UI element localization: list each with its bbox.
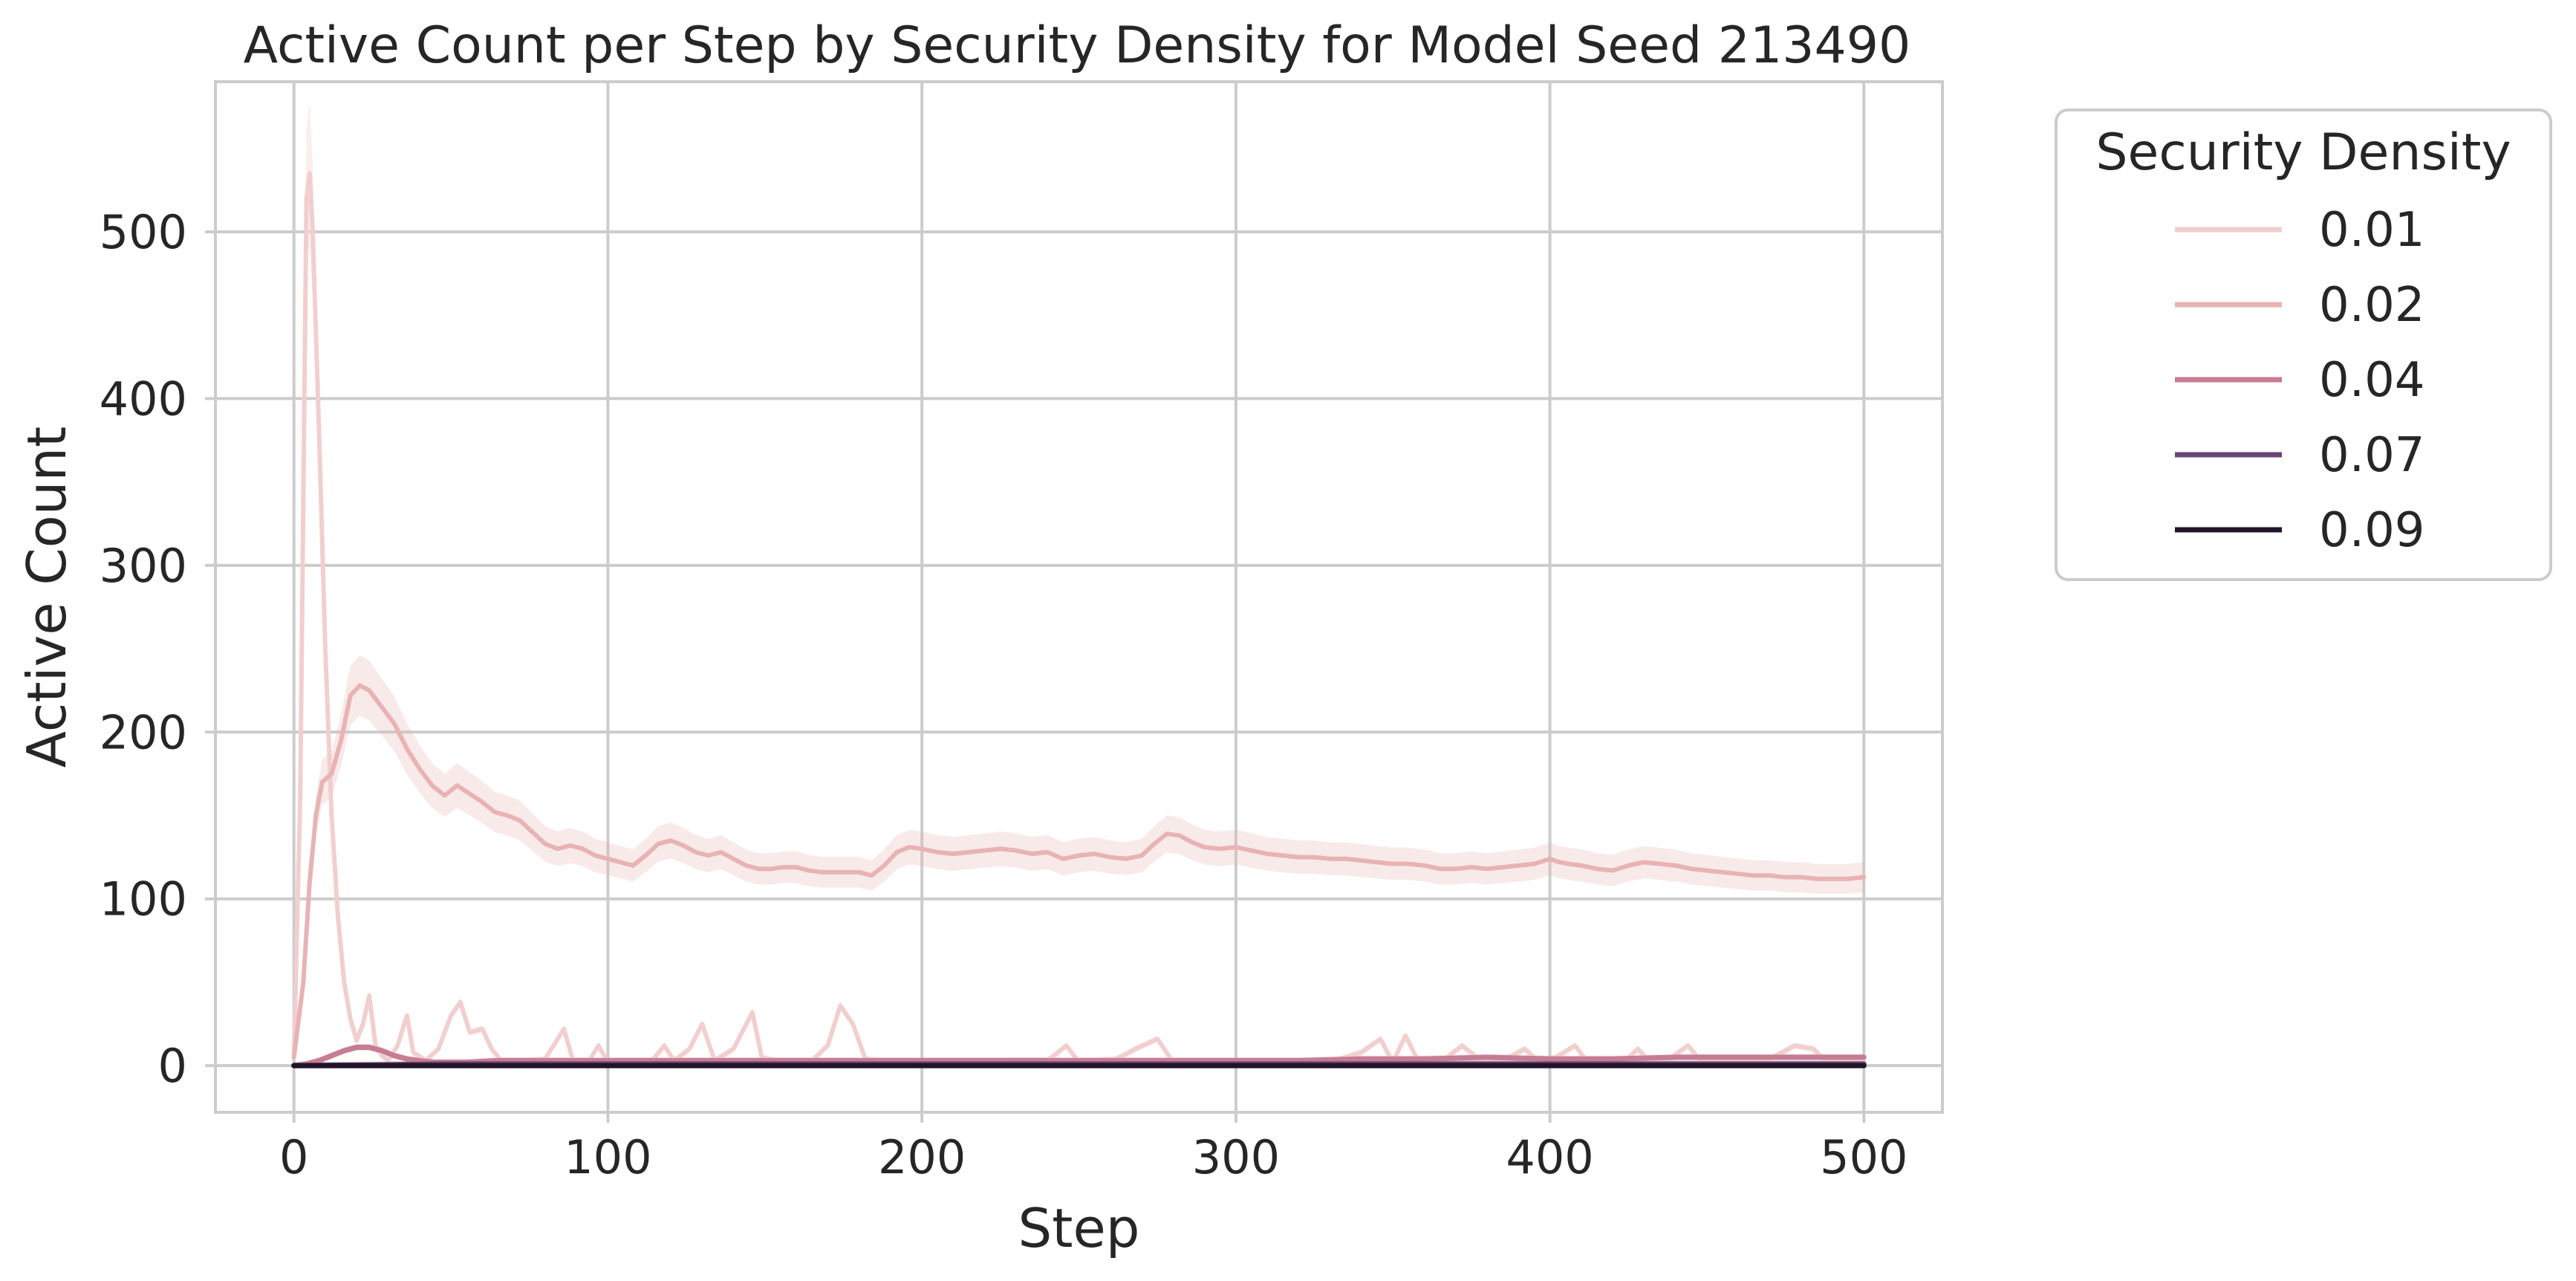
chart-title: Active Count per Step by Security Densit… — [244, 16, 1911, 75]
x-tick-label: 100 — [564, 1130, 651, 1184]
legend-label: 0.07 — [2319, 428, 2425, 483]
x-tick-label: 400 — [1506, 1130, 1593, 1184]
legend: Security Density 0.01 0.02 0.04 0.07 0.09 — [2055, 108, 2552, 581]
legend-item-0.04: 0.04 — [2175, 353, 2425, 408]
line-series-0.01 — [291, 171, 1867, 1065]
x-axis-label: Step — [1018, 1197, 1140, 1259]
line-series-0.02 — [291, 683, 1867, 1060]
legend-item-0.01: 0.01 — [2175, 203, 2425, 258]
x-tick-label: 0 — [279, 1130, 308, 1184]
legend-item-0.09: 0.09 — [2175, 503, 2425, 558]
line-series-0.04 — [291, 1044, 1867, 1068]
x-tick-label: 200 — [878, 1130, 966, 1184]
y-axis-ticks: 0 100 200 300 400 500 — [100, 205, 215, 1093]
plot-frame — [214, 80, 1944, 1114]
y-tick-label: 0 — [158, 1039, 187, 1093]
y-tick-label: 400 — [100, 372, 187, 426]
band-series-0.01 — [293, 102, 1864, 1066]
x-tick-label: 300 — [1192, 1130, 1280, 1184]
legend-items: 0.01 0.02 0.04 0.07 0.09 — [2175, 203, 2425, 558]
legend-item-0.02: 0.02 — [2175, 278, 2425, 333]
gridlines — [215, 82, 1942, 1112]
x-tick-label: 500 — [1820, 1130, 1907, 1184]
legend-label: 0.02 — [2319, 278, 2425, 333]
x-axis-ticks: 0 100 200 300 400 500 — [279, 1112, 1907, 1184]
y-axis-label: Active Count — [16, 427, 78, 768]
y-tick-label: 300 — [100, 539, 187, 593]
legend-label: 0.01 — [2319, 203, 2425, 258]
confidence-bands — [293, 102, 1864, 1066]
band-series-0.02 — [293, 655, 1864, 1061]
y-tick-label: 100 — [100, 872, 187, 927]
y-tick-label: 200 — [100, 705, 187, 759]
legend-label: 0.04 — [2319, 353, 2425, 408]
legend-item-0.07: 0.07 — [2175, 428, 2425, 483]
legend-label: 0.09 — [2319, 503, 2425, 558]
series-lines — [291, 171, 1867, 1068]
y-tick-label: 500 — [100, 205, 187, 259]
legend-title: Security Density — [2095, 123, 2511, 182]
